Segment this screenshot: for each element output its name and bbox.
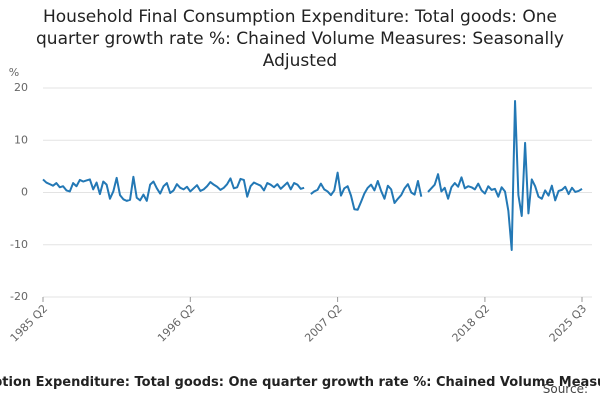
y-tick-label: 0 [21, 186, 28, 199]
y-tick-label: -20 [10, 290, 28, 303]
x-tick-label: 2007 Q2 [302, 302, 345, 345]
y-tick-label: 10 [14, 133, 28, 146]
x-tick-label: 2018 Q2 [450, 302, 493, 345]
y-tick-label: -10 [10, 238, 28, 251]
chart-title: Household Final Consumption Expenditure:… [36, 7, 564, 71]
x-tick-label: 1996 Q2 [155, 302, 198, 345]
source: Source: [542, 382, 588, 396]
caption: Household Final Consumption Expenditure:… [0, 375, 600, 390]
line [42, 100, 583, 251]
x-tick-label: 1985 Q2 [8, 302, 51, 345]
y-tick-label: 20 [14, 81, 28, 94]
y-axis-label: % [9, 66, 19, 79]
x-tick-label: 2025 Q3 [547, 302, 590, 345]
